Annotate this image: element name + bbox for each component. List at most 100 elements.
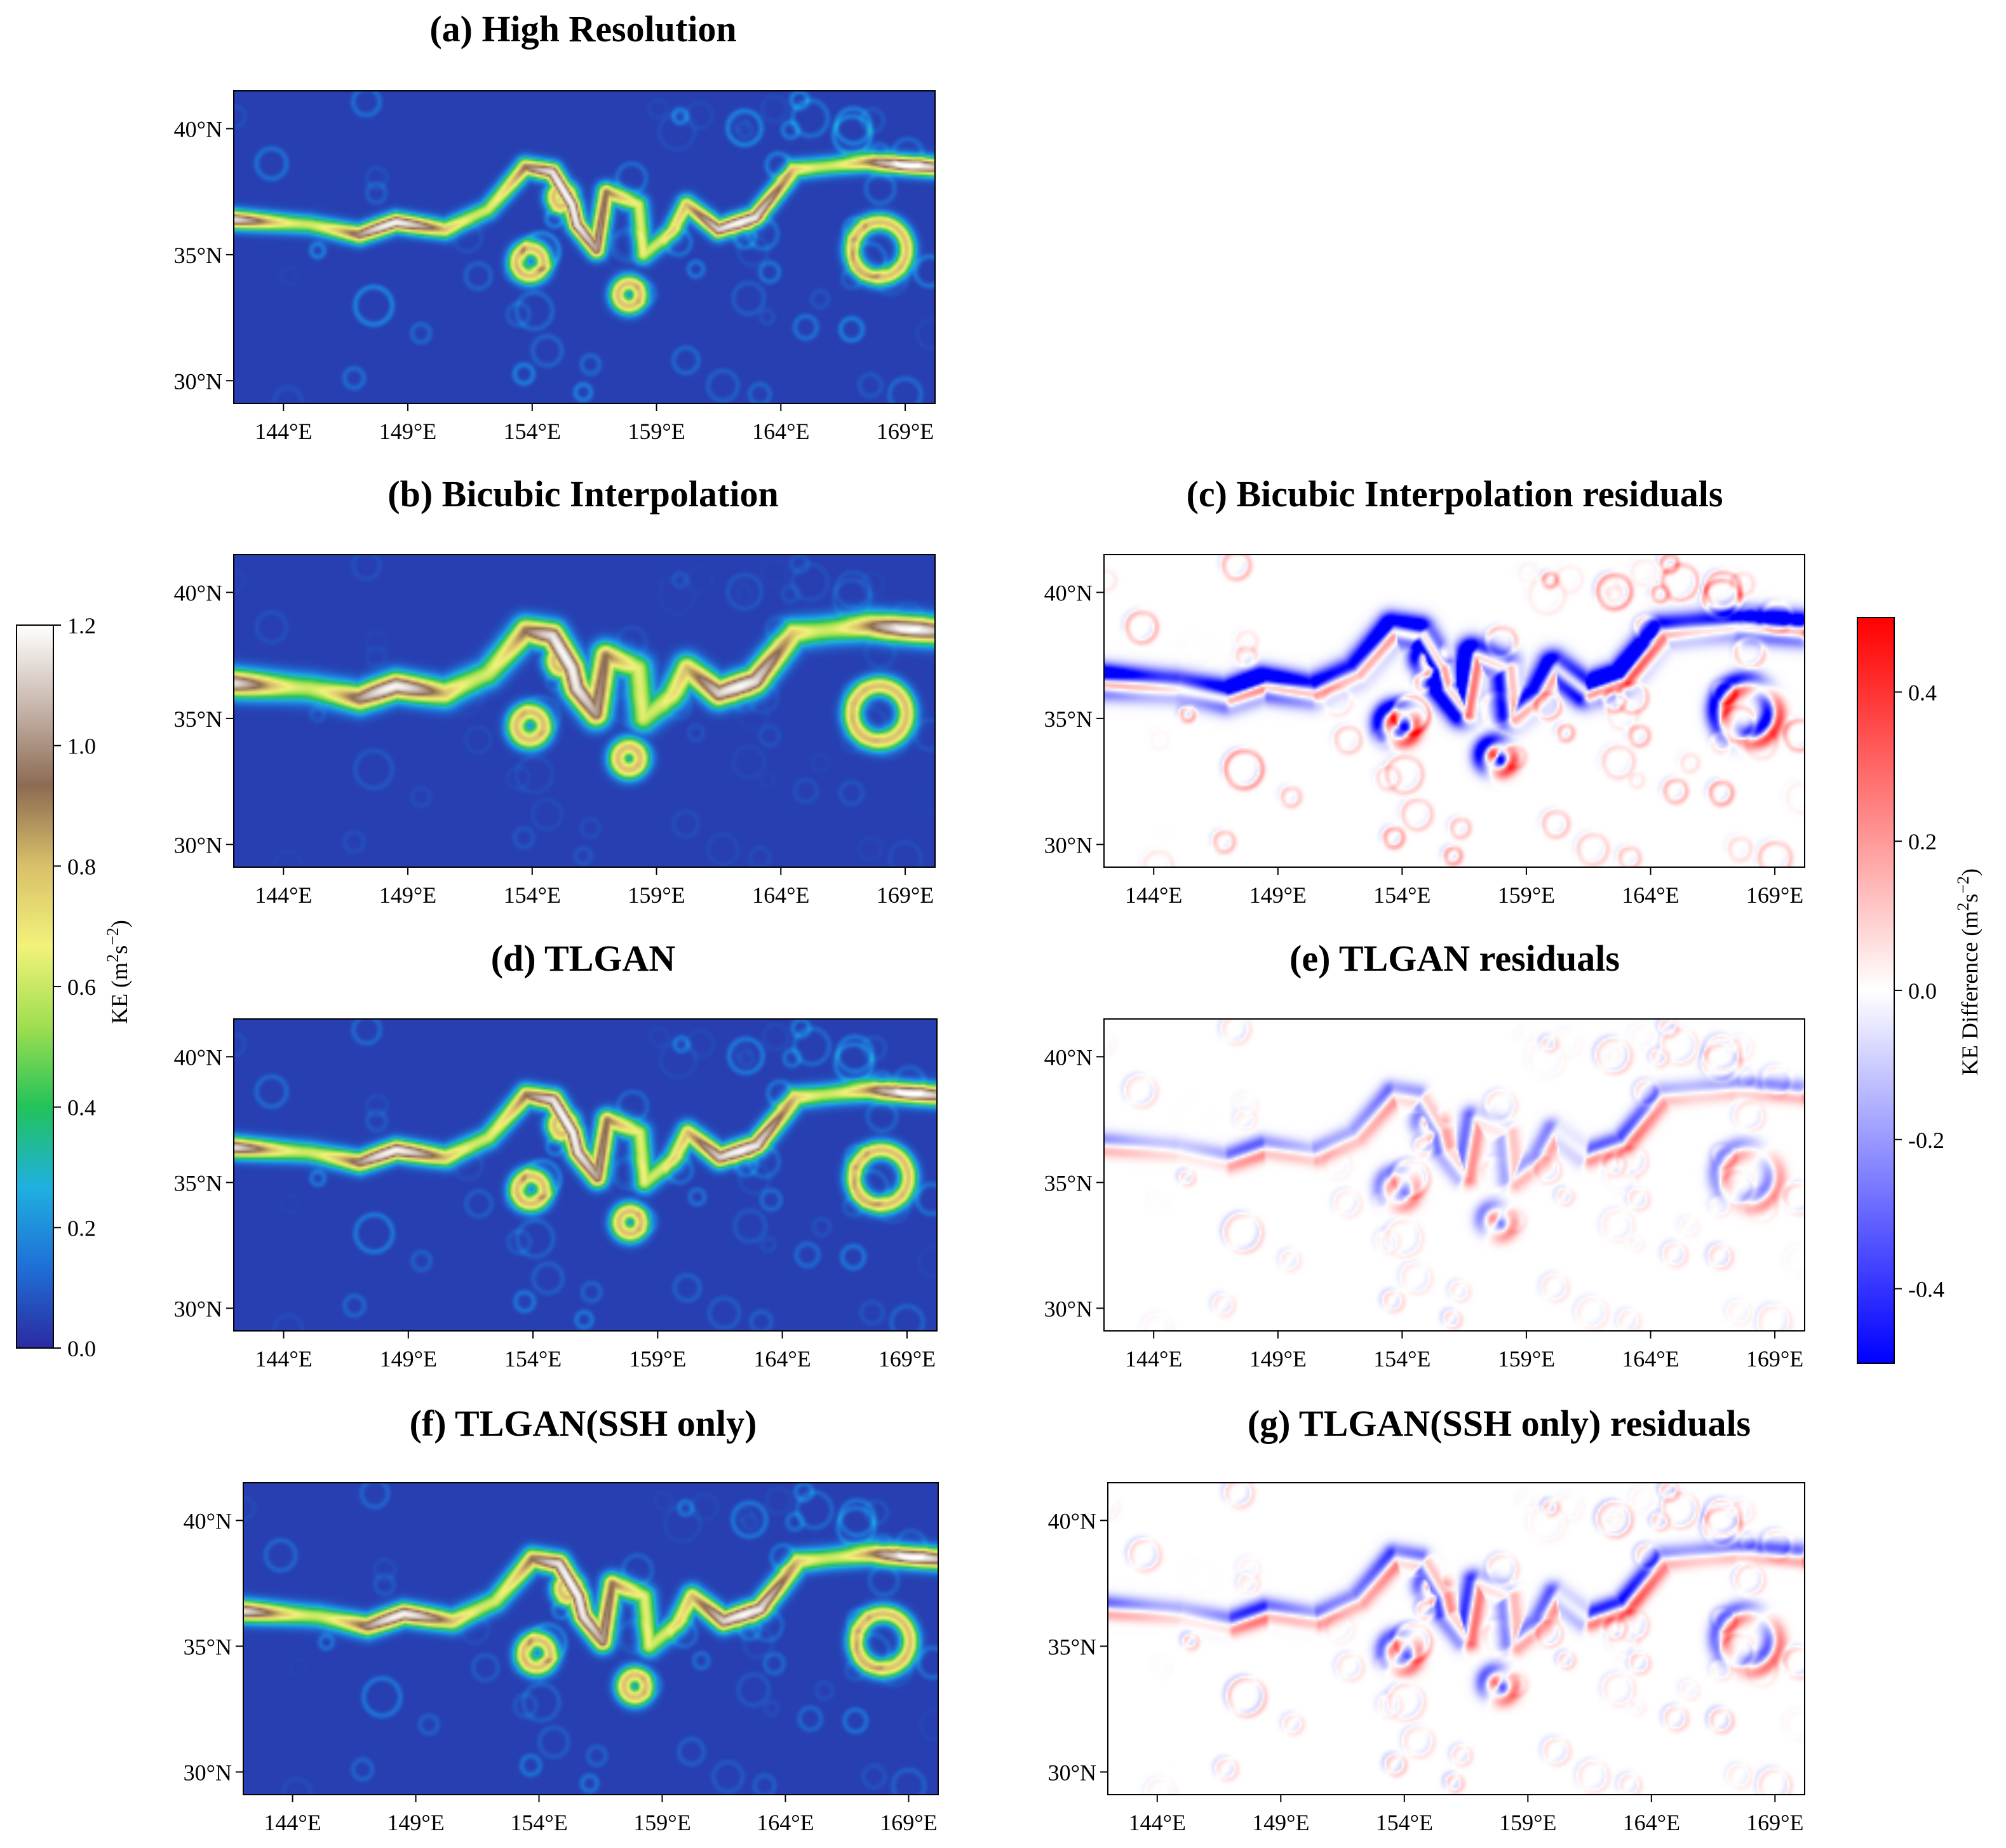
- heatmap-c: [1104, 555, 1805, 867]
- heatmap-b: [234, 555, 935, 867]
- axes-frame-b: [233, 554, 936, 868]
- x-tick-label: 164°E: [1623, 1810, 1680, 1835]
- x-tick-label: 154°E: [504, 882, 561, 908]
- heatmap-d: [234, 1019, 937, 1331]
- y-tick-label: 35°N: [174, 1170, 222, 1196]
- y-tick-label: 35°N: [1048, 1634, 1096, 1659]
- y-tick-label: 30°N: [1048, 1760, 1096, 1785]
- axes-frame-d: [233, 1018, 938, 1332]
- panel-title-b: (b) Bicubic Interpolation: [387, 473, 779, 515]
- x-tick-label: 149°E: [387, 1810, 444, 1835]
- panel-title-f: (f) TLGAN(SSH only): [410, 1403, 757, 1444]
- heatmap-a: [234, 91, 935, 403]
- x-tick-label: 164°E: [1622, 882, 1679, 908]
- x-tick-label: 154°E: [1373, 882, 1430, 908]
- x-tick-label: 154°E: [504, 1346, 562, 1372]
- heatmap-f: [243, 1483, 938, 1795]
- x-tick-label: 169°E: [877, 419, 934, 444]
- heatmap-g: [1108, 1483, 1805, 1795]
- y-tick-label: 40°N: [1044, 1044, 1093, 1070]
- x-tick-label: 164°E: [752, 882, 809, 908]
- colorbar-diff-bar: [1857, 617, 1895, 1364]
- x-tick-label: 149°E: [379, 419, 436, 444]
- colorbar-tick-label: 0.8: [67, 854, 96, 879]
- colorbar-diff: -0.4 -0.2 0.0 0.2 0.4 KE Difference (m2s−2): [1857, 617, 1983, 1364]
- y-tick-label: 30°N: [174, 1296, 222, 1321]
- x-tick-label: 159°E: [628, 882, 685, 908]
- x-tick-label: 144°E: [1129, 1810, 1186, 1835]
- y-tick-label: 40°N: [184, 1508, 232, 1534]
- y-tick-label: 40°N: [174, 581, 222, 606]
- panel-title-d: (d) TLGAN: [491, 938, 676, 979]
- panel-title-a: (a) High Resolution: [429, 8, 736, 50]
- x-tick-label: 154°E: [1376, 1810, 1433, 1835]
- panel-f: 144°E 149°E 154°E 159°E 164°E 169°E 30°N 35°N 40…: [184, 1482, 939, 1835]
- y-tick-label: 35°N: [174, 706, 222, 732]
- axes-frame-c: [1103, 554, 1805, 868]
- x-tick-label: 164°E: [757, 1810, 814, 1835]
- x-tick-label: 149°E: [1249, 882, 1307, 908]
- heatmap-e: [1104, 1019, 1805, 1331]
- y-tick-label: 40°N: [174, 117, 222, 142]
- x-tick-label: 169°E: [877, 882, 934, 908]
- y-tick-label: 30°N: [1044, 1296, 1093, 1321]
- panel-b: 144°E 149°E 154°E 159°E 164°E 169°E 30°N 35°N 40…: [174, 554, 936, 908]
- colorbar-tick-label: 0.0: [67, 1336, 96, 1361]
- axes-frame-g: [1107, 1482, 1805, 1795]
- colorbar-ke-bar: [16, 624, 54, 1349]
- y-tick-label: 40°N: [1048, 1508, 1096, 1534]
- x-tick-label: 154°E: [1373, 1346, 1430, 1372]
- x-tick-label: 149°E: [380, 1346, 437, 1372]
- y-tick-label: 30°N: [184, 1760, 232, 1785]
- x-tick-label: 164°E: [1622, 1346, 1679, 1372]
- colorbar-ke-label: KE (m2s−2): [104, 920, 133, 1024]
- x-tick-label: 144°E: [255, 1346, 312, 1372]
- x-tick-label: 154°E: [504, 419, 561, 444]
- x-tick-label: 164°E: [752, 419, 809, 444]
- panel-g: 144°E 149°E 154°E 159°E 164°E 169°E 30°N 35°N 40…: [1048, 1482, 1805, 1835]
- x-tick-label: 144°E: [1125, 1346, 1182, 1372]
- colorbar-tick-label: 0.4: [1908, 680, 1937, 705]
- y-tick-label: 35°N: [1044, 706, 1093, 732]
- x-tick-label: 149°E: [379, 882, 436, 908]
- y-tick-label: 30°N: [174, 368, 222, 394]
- y-tick-label: 35°N: [184, 1634, 232, 1659]
- x-tick-label: 159°E: [633, 1810, 690, 1835]
- colorbar-tick-label: -0.4: [1908, 1277, 1944, 1302]
- colorbar-tick-label: 0.0: [1908, 978, 1937, 1004]
- panel-a: 144°E 149°E 154°E 159°E 164°E 169°E 30°N 35°N 40…: [174, 90, 936, 444]
- y-tick-label: 30°N: [1044, 832, 1093, 858]
- panel-title-c: (c) Bicubic Interpolation residuals: [1187, 473, 1723, 515]
- x-tick-label: 169°E: [1746, 1810, 1803, 1835]
- x-tick-label: 169°E: [1746, 1346, 1803, 1372]
- axes-frame-a: [233, 90, 936, 404]
- panel-e: 144°E 149°E 154°E 159°E 164°E 169°E 30°N 35°N 40…: [1044, 1018, 1805, 1372]
- y-tick-label: 40°N: [174, 1044, 222, 1070]
- x-tick-label: 144°E: [255, 882, 312, 908]
- panel-d: 144°E 149°E 154°E 159°E 164°E 169°E 30°N 35°N 40…: [174, 1018, 938, 1372]
- x-tick-label: 149°E: [1249, 1346, 1307, 1372]
- x-tick-label: 159°E: [1499, 1810, 1556, 1835]
- x-tick-label: 159°E: [1498, 882, 1555, 908]
- x-tick-label: 144°E: [264, 1810, 321, 1835]
- colorbars: 0.0 0.2 0.4 0.6 0.8 1.0 1.2 KE (m2s−2) -0.4 -0.2 0…: [16, 613, 1983, 1364]
- panel-title-g: (g) TLGAN(SSH only) residuals: [1248, 1403, 1751, 1444]
- panel-title-e: (e) TLGAN residuals: [1289, 938, 1620, 979]
- colorbar-diff-label: KE Difference (m2s−2): [1954, 868, 1983, 1076]
- x-tick-label: 149°E: [1252, 1810, 1309, 1835]
- y-tick-label: 30°N: [174, 832, 222, 858]
- colorbar-tick-label: 0.4: [67, 1095, 96, 1121]
- panel-c: 144°E 149°E 154°E 159°E 164°E 169°E 30°N 35°N 40…: [1044, 554, 1805, 908]
- y-tick-label: 35°N: [174, 243, 222, 268]
- y-tick-label: 40°N: [1044, 581, 1093, 606]
- x-tick-label: 169°E: [1746, 882, 1803, 908]
- x-tick-label: 164°E: [753, 1346, 811, 1372]
- axes-frame-f: [243, 1482, 939, 1795]
- colorbar-tick-label: 1.2: [67, 613, 96, 638]
- colorbar-ke: 0.0 0.2 0.4 0.6 0.8 1.0 1.2 KE (m2s−2): [16, 613, 133, 1361]
- x-tick-label: 159°E: [1498, 1346, 1555, 1372]
- x-tick-label: 169°E: [880, 1810, 937, 1835]
- x-tick-label: 144°E: [1125, 882, 1182, 908]
- colorbar-tick-label: 1.0: [67, 734, 96, 759]
